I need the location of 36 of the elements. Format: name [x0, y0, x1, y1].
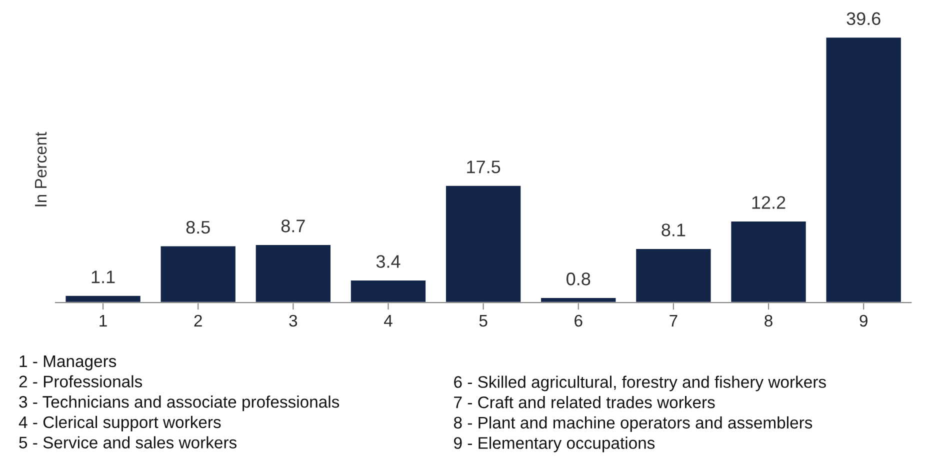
- data-label: 1.1: [92, 270, 115, 284]
- text: 5 - Service and sales workers: [19, 436, 236, 448]
- data-label: 8.1: [662, 224, 686, 236]
- x-tick-label: 9: [860, 314, 868, 327]
- data-label: 8.7: [281, 220, 305, 232]
- data-label: 3.4: [376, 255, 400, 268]
- data-label: 8.5: [186, 220, 210, 234]
- data-label: 0.8: [566, 272, 590, 286]
- bar: [64, 294, 142, 304]
- bar: [159, 244, 237, 304]
- text: 4 - Clerical support workers: [18, 416, 221, 432]
- bar: [824, 36, 902, 304]
- x-tick-label: 5: [479, 315, 488, 327]
- bar: [254, 244, 332, 304]
- x-tick-label: 8: [764, 314, 772, 327]
- x-tick-label: 2: [194, 314, 202, 326]
- text: 1 - Managers: [20, 356, 116, 370]
- text: 6 - Skilled agricultural, forestry and fishery workers: [454, 376, 826, 392]
- bar: [444, 184, 522, 304]
- x-tick-label: 6: [574, 314, 582, 327]
- bar: [730, 220, 808, 304]
- text: 2 - Professionals: [19, 375, 142, 388]
- text: 9 - Elementary occupations: [454, 436, 655, 452]
- text: 8 - Plant and machine operators and assemblers: [454, 416, 812, 432]
- bar: [634, 248, 712, 304]
- x-tick-label: 3: [289, 314, 298, 327]
- x-tick-label: 7: [670, 315, 678, 326]
- text: 7 - Craft and related trades workers: [454, 396, 715, 408]
- y-axis-title: In Percent: [35, 132, 47, 206]
- data-label: 17.5: [467, 160, 500, 174]
- text: 3 - Technicians and associate professionals: [19, 396, 340, 412]
- x-tick-label: 1: [100, 315, 107, 326]
- bar: [350, 279, 427, 304]
- data-label: 39.6: [846, 12, 880, 26]
- data-label: 12.2: [752, 196, 786, 209]
- x-tick-label: 4: [384, 315, 392, 326]
